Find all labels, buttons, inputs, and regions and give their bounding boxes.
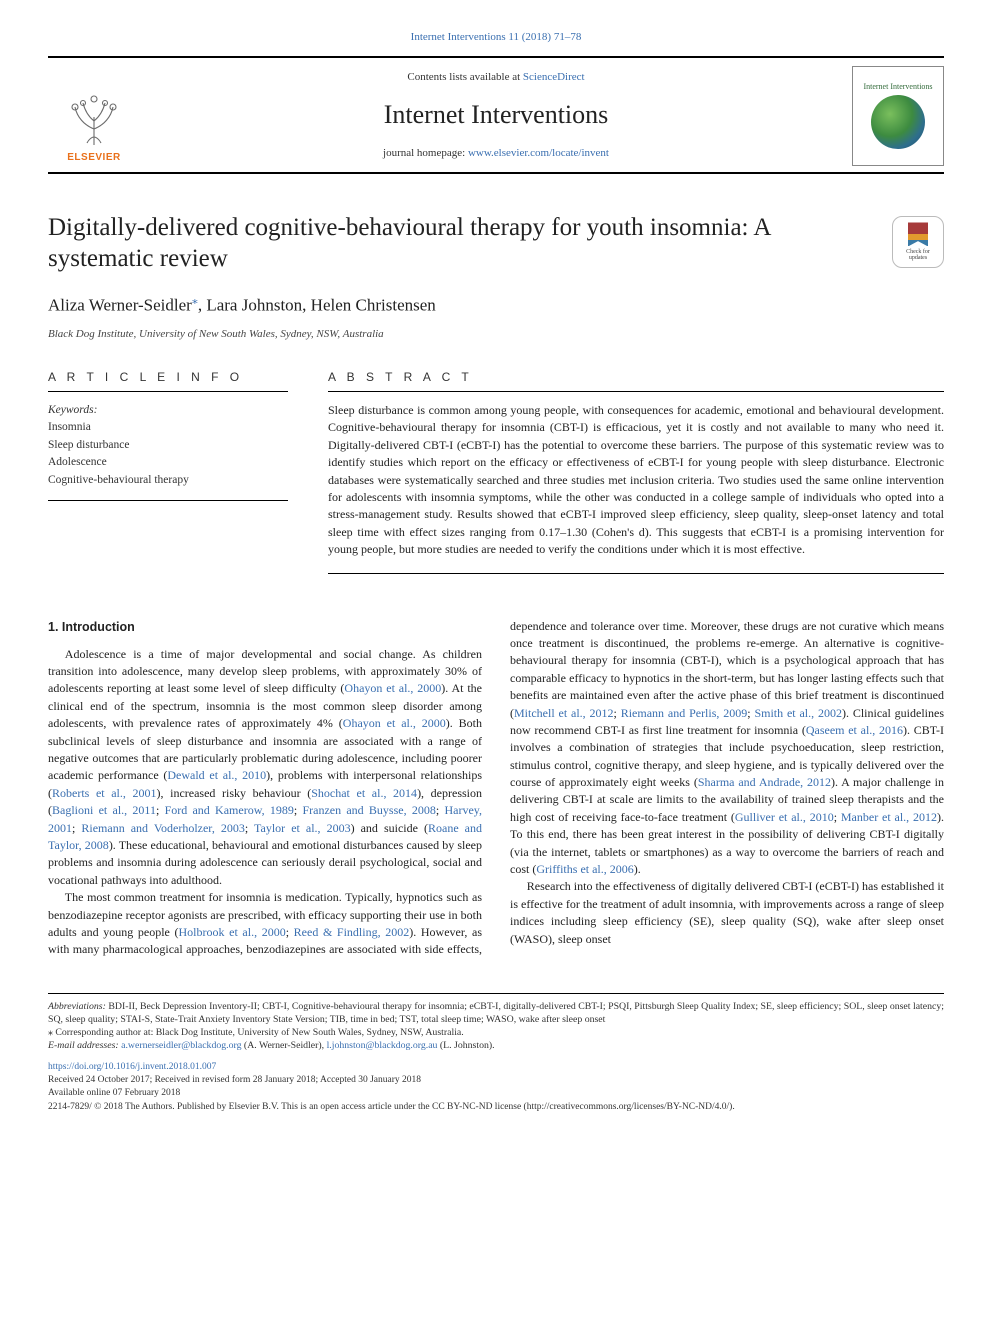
citation-link[interactable]: Reed & Findling, 2002 [294,925,410,939]
citation-link[interactable]: Gulliver et al., 2010 [735,810,834,824]
article-history: Received 24 October 2017; Received in re… [48,1074,944,1087]
email-link[interactable]: a.wernerseidler@blackdog.org [121,1040,241,1051]
keyword: Cognitive-behavioural therapy [48,472,288,490]
running-head-link[interactable]: Internet Interventions 11 (2018) 71–78 [411,31,582,43]
updates-badge-text: Check forupdates [906,249,930,261]
citation-link[interactable]: Baglioni et al., 2011 [52,803,156,817]
abstract-heading: A B S T R A C T [328,369,944,392]
keyword: Adolescence [48,454,288,472]
sciencedirect-link[interactable]: ScienceDirect [523,71,585,83]
doi-link[interactable]: https://doi.org/10.1016/j.invent.2018.01… [48,1062,216,1072]
email-addresses: E-mail addresses: a.wernerseidler@blackd… [48,1039,944,1052]
elsevier-tree-icon [59,79,129,149]
abstract-text: Sleep disturbance is common among young … [328,402,944,574]
citation-link[interactable]: Taylor et al., 2003 [254,821,351,835]
citation-link[interactable]: Franzen and Buysse, 2008 [302,803,435,817]
citation-link[interactable]: Mitchell et al., 2012 [514,706,614,720]
citation-link[interactable]: Ohayon et al., 2000 [344,681,441,695]
running-head: Internet Interventions 11 (2018) 71–78 [48,30,944,46]
citation-link[interactable]: Ohayon et al., 2000 [343,716,446,730]
section-heading-introduction: 1. Introduction [48,618,482,636]
check-for-updates-badge[interactable]: Check forupdates [892,216,944,268]
corresponding-author: ⁎ Corresponding author at: Black Dog Ins… [48,1026,944,1039]
crossmark-bookmark-icon [908,222,928,246]
citation-link[interactable]: Dewald et al., 2010 [167,768,266,782]
abbreviations: Abbreviations: BDI-II, Beck Depression I… [48,1000,944,1026]
article-info-heading: A R T I C L E I N F O [48,369,288,392]
cover-title: Internet Interventions [863,83,932,92]
article-title: Digitally-delivered cognitive-behavioura… [48,212,878,275]
affiliation: Black Dog Institute, University of New S… [48,327,944,343]
keywords-label: Keywords: [48,402,288,419]
journal-name: Internet Interventions [140,96,852,134]
citation-link[interactable]: Griffiths et al., 2006 [536,862,633,876]
citation-link[interactable]: Ford and Kamerow, 1989 [165,803,294,817]
journal-header: ELSEVIER Contents lists available at Sci… [48,56,944,174]
body-paragraph: Research into the effectiveness of digit… [510,878,944,948]
keywords-list: Insomnia Sleep disturbance Adolescence C… [48,419,288,490]
journal-cover-thumbnail: Internet Interventions [852,66,944,166]
citation-link[interactable]: Holbrook et al., 2000 [179,925,286,939]
journal-homepage-link[interactable]: www.elsevier.com/locate/invent [468,147,609,159]
available-online: Available online 07 February 2018 [48,1087,944,1100]
author-list: Aliza Werner-Seidler⁎, Lara Johnston, He… [48,292,944,318]
keyword: Insomnia [48,419,288,437]
email-link[interactable]: l.johnston@blackdog.org.au [327,1040,438,1051]
citation-link[interactable]: Riemann and Perlis, 2009 [621,706,748,720]
body-paragraph: Adolescence is a time of major developme… [48,646,482,889]
citation-link[interactable]: Riemann and Voderholzer, 2003 [81,821,244,835]
citation-link[interactable]: Qaseem et al., 2016 [806,723,903,737]
contents-available: Contents lists available at ScienceDirec… [140,70,852,86]
elsevier-logo: ELSEVIER [48,66,140,166]
footer-metadata: https://doi.org/10.1016/j.invent.2018.01… [48,1061,944,1114]
keyword: Sleep disturbance [48,437,288,455]
elsevier-wordmark: ELSEVIER [67,151,120,166]
license-line: 2214-7829/ © 2018 The Authors. Published… [48,1101,944,1114]
journal-homepage: journal homepage: www.elsevier.com/locat… [140,146,852,162]
citation-link[interactable]: Sharma and Andrade, 2012 [698,775,831,789]
cover-globe-icon [871,95,925,149]
citation-link[interactable]: Roberts et al., 2001 [52,786,157,800]
citation-link[interactable]: Shochat et al., 2014 [311,786,417,800]
article-body: 1. Introduction Adolescence is a time of… [48,618,944,959]
footnotes: Abbreviations: BDI-II, Beck Depression I… [48,993,944,1053]
citation-link[interactable]: Manber et al., 2012 [841,810,937,824]
citation-link[interactable]: Smith et al., 2002 [754,706,842,720]
